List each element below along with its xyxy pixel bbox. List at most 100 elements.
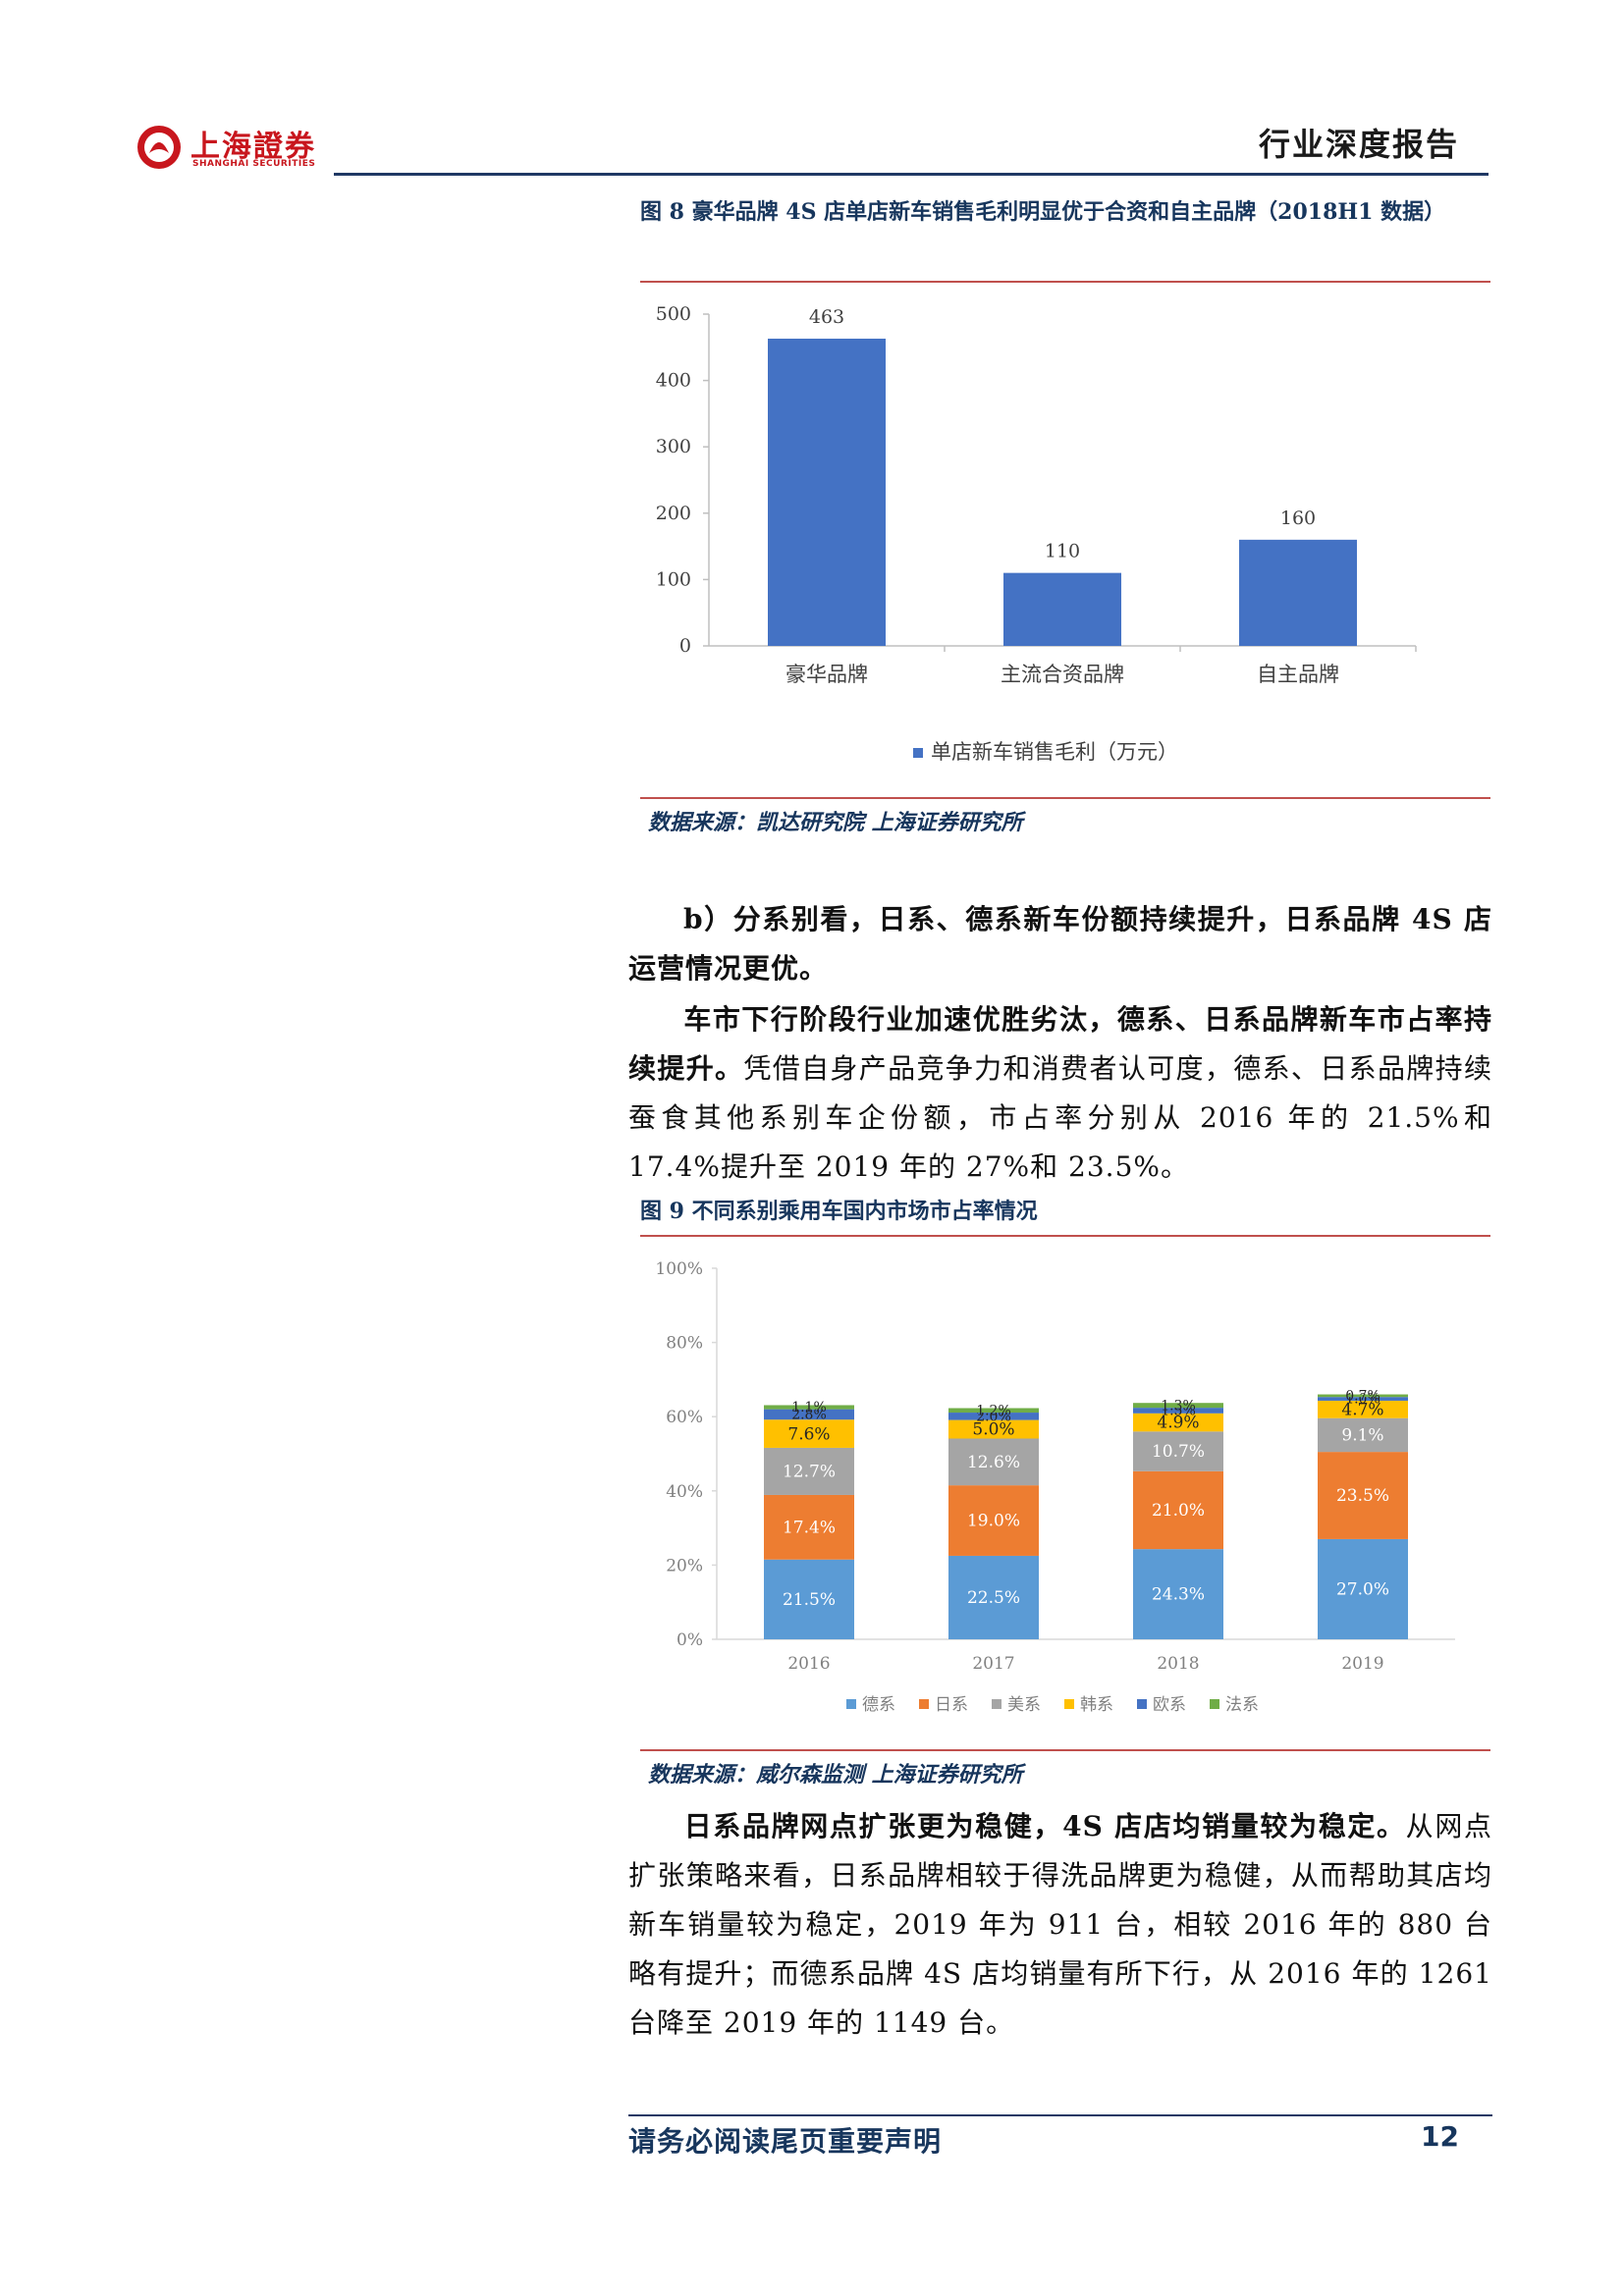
- bar: [768, 339, 886, 646]
- stacked-bar-segment: [1318, 1452, 1408, 1539]
- segment-value-label: 21.0%: [1152, 1501, 1205, 1521]
- stacked-bar-segment: [1133, 1470, 1223, 1550]
- y-tick-label: 60%: [666, 1408, 703, 1427]
- report-type-title: 行业深度报告: [1258, 126, 1459, 163]
- stacked-bar-segment: [1133, 1431, 1223, 1471]
- figure9-source: 数据来源：威尔森监测 上海证券研究所: [648, 1762, 1023, 1788]
- stacked-bar-segment: [764, 1559, 854, 1639]
- section-c-body: 从网点扩张策略来看，日系品牌相较于得洗品牌更为稳健，从而帮助其店均新车销量较为稳…: [628, 1810, 1492, 2039]
- y-tick-label: 400: [656, 370, 691, 392]
- x-category-label: 2017: [972, 1654, 1014, 1674]
- segment-value-label: 17.4%: [783, 1519, 836, 1538]
- footer-notice: 请务必阅读尾页重要声明: [628, 2125, 943, 2158]
- legend-label: 德系: [862, 1695, 895, 1715]
- section-b-lead: 车市下行阶段行业加速优胜劣汰，德系、日系品牌新车市占率持续提升。: [628, 1003, 1492, 1085]
- segment-value-label: 10.7%: [1152, 1442, 1205, 1462]
- segment-value-label: 7.6%: [787, 1424, 830, 1444]
- segment-value-label: 0.7%: [1345, 1389, 1380, 1405]
- legend-swatch: [846, 1699, 856, 1709]
- stacked-bar-segment: [764, 1447, 854, 1495]
- stacked-bar-segment: [764, 1419, 854, 1448]
- x-category-label: 2019: [1341, 1654, 1383, 1674]
- header-divider: [334, 173, 1489, 176]
- section-c-paragraph: 日系品牌网点扩张更为稳健，4S 店店均销量较为稳定。从网点扩张策略来看，日系品牌…: [628, 1802, 1492, 2048]
- stacked-bar-segment: [1318, 1400, 1408, 1418]
- legend-label: 法系: [1225, 1695, 1259, 1715]
- segment-value-label: 21.5%: [783, 1590, 836, 1610]
- stacked-bar-segment: [764, 1409, 854, 1420]
- y-tick-label: 80%: [666, 1334, 703, 1354]
- x-category-label: 主流合资品牌: [1001, 663, 1124, 686]
- y-tick-label: 0: [679, 635, 691, 657]
- figure9-caption: 图 9 不同系别乘用车国内市场市占率情况: [640, 1199, 1038, 1224]
- segment-value-label: 12.7%: [783, 1463, 836, 1482]
- stacked-bar-segment: [948, 1438, 1039, 1486]
- stacked-bar-segment: [1133, 1549, 1223, 1639]
- y-tick-label: 300: [656, 436, 691, 457]
- legend-label: 日系: [935, 1695, 968, 1715]
- section-b-paragraph: 车市下行阶段行业加速优胜劣汰，德系、日系品牌新车市占率持续提升。凭借自身产品竞争…: [628, 995, 1492, 1192]
- segment-value-label: 4.9%: [1157, 1414, 1199, 1433]
- logo: 上海證券 SHANGHAI SECURITIES: [135, 120, 332, 179]
- segment-value-label: 4.7%: [1341, 1400, 1383, 1419]
- bar: [1003, 572, 1121, 646]
- bar-value-label: 110: [1045, 541, 1080, 562]
- legend-swatch: [919, 1699, 929, 1709]
- page-number: 12: [1421, 2120, 1459, 2153]
- segment-value-label: 2.0%: [976, 1409, 1011, 1424]
- segment-value-label: 19.0%: [967, 1512, 1020, 1531]
- x-category-label: 自主品牌: [1257, 663, 1339, 686]
- figure8-caption: 图 8 豪华品牌 4S 店单店新车销售毛利明显优于合资和自主品牌（2018H1 …: [640, 199, 1446, 225]
- bar-value-label: 463: [809, 306, 844, 328]
- figure8-bottom-rule: [640, 797, 1490, 799]
- figure8-bar-chart: 0 100 200 300 400 500 463 豪华品牌 110 主流合资品牌 160 自主品牌单…: [656, 303, 1417, 764]
- y-tick-label: 100: [656, 568, 691, 590]
- segment-value-label: 12.6%: [967, 1453, 1020, 1472]
- y-tick-label: 20%: [666, 1556, 703, 1575]
- segment-value-label: 27.0%: [1336, 1580, 1389, 1600]
- stacked-bar-segment: [764, 1494, 854, 1560]
- stacked-bar-segment: [1133, 1413, 1223, 1432]
- legend-swatch: [992, 1699, 1001, 1709]
- legend-swatch: [913, 748, 923, 758]
- x-category-label: 2016: [787, 1654, 830, 1674]
- y-tick-label: 500: [656, 303, 691, 325]
- figure8-top-rule: [640, 281, 1490, 283]
- stacked-bar-segment: [1318, 1417, 1408, 1453]
- figure9-bottom-rule: [640, 1749, 1490, 1751]
- segment-value-label: 1.1%: [791, 1400, 827, 1415]
- segment-value-label: 23.5%: [1336, 1486, 1389, 1506]
- section-c-lead: 日系品牌网点扩张更为稳健，4S 店店均销量较为稳定。: [683, 1810, 1406, 1842]
- y-tick-label: 40%: [666, 1482, 703, 1502]
- figure9-stacked-bar-chart: 0% 20% 40% 60% 80% 100% 21.5% 17.4% 12.7% 7.6%2.8…: [655, 1259, 1455, 1715]
- legend-label: 单店新车销售毛利（万元）: [931, 740, 1178, 764]
- bar-value-label: 160: [1280, 507, 1316, 529]
- x-category-label: 2018: [1157, 1654, 1199, 1674]
- y-tick-label: 100%: [655, 1259, 703, 1279]
- stacked-bar-segment: [1318, 1538, 1408, 1639]
- section-b-heading-text: b）分系别看，日系、德系新车份额持续提升，日系品牌 4S 店运营情况更优。: [628, 903, 1492, 985]
- legend-swatch: [1064, 1699, 1074, 1709]
- chart-legend: 德系 日系 美系 韩系 欧系 法系: [846, 1695, 1259, 1715]
- segment-value-label: 5.0%: [972, 1420, 1014, 1440]
- segment-value-label: 22.5%: [967, 1588, 1020, 1608]
- stacked-bar-segment: [1318, 1397, 1408, 1401]
- stacked-bar-segment: [948, 1408, 1039, 1414]
- legend-swatch: [1137, 1699, 1147, 1709]
- logo-text-en: SHANGHAI SECURITIES: [192, 159, 316, 169]
- stacked-bar-segment: [1318, 1394, 1408, 1398]
- logo-text-cn: 上海證券: [190, 130, 316, 164]
- chart-legend: 单店新车销售毛利（万元）: [913, 740, 1178, 764]
- footer-divider: [628, 2114, 1492, 2116]
- logo-emblem-icon: [137, 126, 181, 169]
- stacked-bar-segment: [948, 1413, 1039, 1420]
- segment-value-label: 9.1%: [1341, 1426, 1383, 1446]
- figure8-source: 数据来源：凯达研究院 上海证券研究所: [648, 810, 1023, 835]
- stacked-bar-segment: [948, 1419, 1039, 1439]
- figure9-top-rule: [640, 1235, 1490, 1237]
- stacked-bar-segment: [948, 1555, 1039, 1639]
- stacked-bar-segment: [1133, 1408, 1223, 1414]
- segment-value-label: 2.8%: [791, 1408, 827, 1423]
- y-tick-label: 0%: [677, 1630, 703, 1650]
- bar: [1239, 539, 1357, 646]
